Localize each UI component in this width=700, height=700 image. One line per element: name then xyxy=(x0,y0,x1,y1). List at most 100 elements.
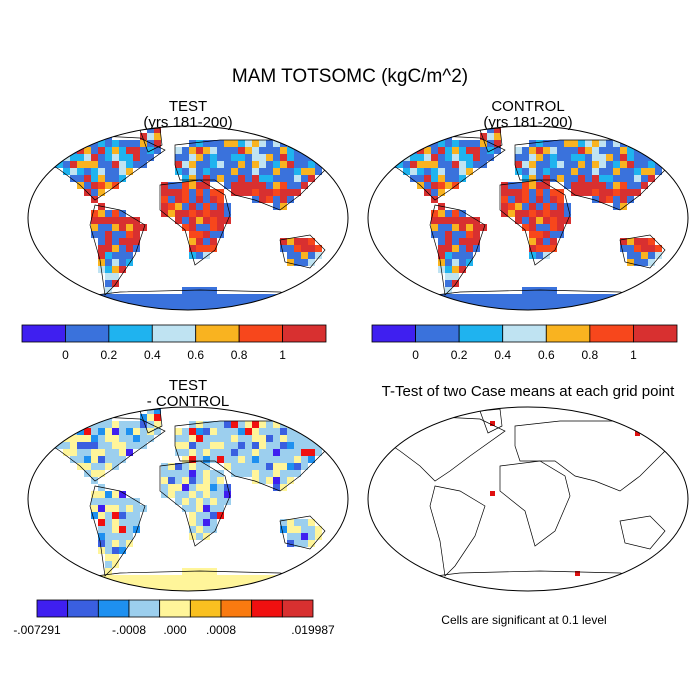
grid-cell xyxy=(238,161,245,168)
grid-cell xyxy=(445,182,452,189)
grid-cell xyxy=(564,301,571,308)
grid-cell xyxy=(175,308,182,310)
grid-cell xyxy=(445,161,452,168)
grid-cell xyxy=(175,168,182,175)
grid-cell xyxy=(627,294,634,301)
significant-cell xyxy=(635,431,640,436)
grid-cell xyxy=(182,161,189,168)
grid-cell xyxy=(105,238,112,245)
grid-cell xyxy=(641,294,648,301)
grid-cell xyxy=(112,540,119,547)
grid-cell xyxy=(529,224,536,231)
grid-cell xyxy=(203,196,210,203)
grid-cell xyxy=(438,224,445,231)
grid-cell xyxy=(217,196,224,203)
grid-cell xyxy=(56,442,63,449)
grid-cell xyxy=(217,435,224,442)
grid-cell xyxy=(599,294,606,301)
grid-cell xyxy=(424,168,431,175)
grid-cell xyxy=(662,161,669,168)
grid-cell xyxy=(252,182,259,189)
grid-cell xyxy=(315,245,322,252)
grid-cell xyxy=(175,449,182,456)
grid-cell xyxy=(98,210,105,217)
grid-cell xyxy=(266,196,273,203)
grid-cell xyxy=(196,238,203,245)
grid-cell xyxy=(515,210,522,217)
grid-cell xyxy=(168,294,175,301)
grid-cell xyxy=(112,575,119,582)
grid-cell xyxy=(473,231,480,238)
colorbar-label: 0.4 xyxy=(494,348,511,362)
grid-cell xyxy=(140,294,147,301)
grid-cell xyxy=(452,210,459,217)
grid-cell xyxy=(217,231,224,238)
grid-cell xyxy=(196,217,203,224)
grid-cell xyxy=(182,203,189,210)
grid-cell xyxy=(168,189,175,196)
grid-cell xyxy=(77,449,84,456)
grid-cell xyxy=(294,421,301,428)
grid-cell xyxy=(606,308,613,310)
grid-cell xyxy=(287,533,294,540)
grid-cell xyxy=(438,147,445,154)
grid-cell xyxy=(133,575,140,582)
grid-cell xyxy=(133,505,140,512)
grid-cell xyxy=(452,147,459,154)
grid-cell xyxy=(217,456,224,463)
grid-cell xyxy=(301,435,308,442)
grid-cell xyxy=(224,294,231,301)
grid-cell xyxy=(238,442,245,449)
grid-cell xyxy=(70,428,77,435)
grid-cell xyxy=(287,161,294,168)
grid-cell xyxy=(224,182,231,189)
grid-cell xyxy=(550,168,557,175)
grid-cell xyxy=(273,470,280,477)
grid-cell xyxy=(238,449,245,456)
grid-cell xyxy=(438,217,445,224)
grid-cell xyxy=(301,238,308,245)
grid-cell xyxy=(196,161,203,168)
grid-cell xyxy=(147,582,154,589)
grid-cell xyxy=(147,126,154,133)
grid-cell xyxy=(238,294,245,301)
grid-cell xyxy=(403,140,410,147)
grid-cell xyxy=(140,154,147,161)
grid-cell xyxy=(529,294,536,301)
grid-cell xyxy=(231,168,238,175)
grid-cell xyxy=(641,301,648,308)
grid-cell xyxy=(98,442,105,449)
grid-cell xyxy=(543,210,550,217)
grid-cell xyxy=(98,238,105,245)
grid-cell xyxy=(245,470,252,477)
grid-cell xyxy=(133,308,140,310)
grid-cell xyxy=(494,126,501,133)
grid-cell xyxy=(105,224,112,231)
grid-cell xyxy=(210,512,217,519)
grid-cell xyxy=(452,231,459,238)
grid-cell xyxy=(168,470,175,477)
grid-cell xyxy=(280,463,287,470)
grid-cell xyxy=(98,217,105,224)
grid-cell xyxy=(203,245,210,252)
grid-cell xyxy=(112,266,119,273)
grid-cell xyxy=(273,189,280,196)
grid-cell xyxy=(140,224,147,231)
grid-cell xyxy=(189,294,196,301)
grid-cell xyxy=(231,456,238,463)
grid-cell xyxy=(133,526,140,533)
grid-cell xyxy=(168,301,175,308)
grid-cell xyxy=(182,428,189,435)
grid-cell xyxy=(501,189,508,196)
colorbar-box xyxy=(282,324,327,343)
grid-cell xyxy=(42,435,49,442)
grid-cell xyxy=(536,161,543,168)
grid-cell xyxy=(550,231,557,238)
grid-cell xyxy=(585,147,592,154)
grid-cell xyxy=(557,161,564,168)
grid-cell xyxy=(438,238,445,245)
grid-cell xyxy=(126,512,133,519)
grid-cell xyxy=(466,231,473,238)
grid-cell xyxy=(91,470,98,477)
grid-cell xyxy=(189,498,196,505)
